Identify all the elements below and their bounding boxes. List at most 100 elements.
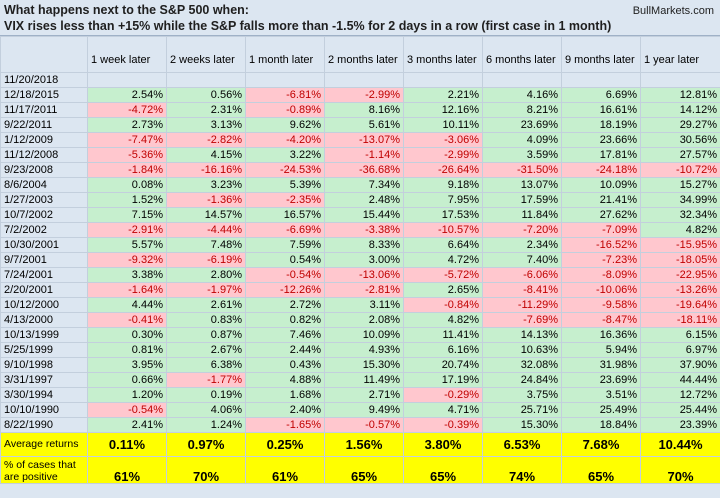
return-cell: -7.20% — [482, 222, 562, 238]
return-cell: 14.57% — [166, 207, 246, 223]
data-row: 10/13/1999 0.30% 0.87% 7.46% 10.09% 11.41% 14.… — [0, 327, 720, 343]
return-cell: -16.16% — [166, 162, 246, 178]
return-cell: -6.81% — [245, 87, 325, 103]
data-row: 8/22/1990 2.41% 1.24% -1.65% -0.57% -0.39% 15.… — [0, 417, 720, 433]
summary-value: 65% — [403, 456, 483, 484]
return-cell: 25.44% — [640, 402, 720, 418]
return-cell: 6.97% — [640, 342, 720, 358]
return-cell: -1.65% — [245, 417, 325, 433]
empty-cell — [245, 72, 325, 88]
return-cell: -26.64% — [403, 162, 483, 178]
return-cell: 2.67% — [166, 342, 246, 358]
return-cell: -22.95% — [640, 267, 720, 283]
return-cell: 27.57% — [640, 147, 720, 163]
return-cell: 25.49% — [561, 402, 641, 418]
date-cell: 7/24/2001 — [0, 267, 88, 283]
return-cell: 8.33% — [324, 237, 404, 253]
return-cell: -4.72% — [87, 102, 167, 118]
data-row: 9/7/2001 -9.32% -6.19% 0.54% 3.00% 4.72% 7.40%… — [0, 252, 720, 268]
return-cell: 2.08% — [324, 312, 404, 328]
return-cell: -7.09% — [561, 222, 641, 238]
return-cell: 11.49% — [324, 372, 404, 388]
data-row: 3/30/1994 1.20% 0.19% 1.68% 2.71% -0.29% 3.75%… — [0, 387, 720, 403]
return-cell: -1.14% — [324, 147, 404, 163]
return-cell: -12.26% — [245, 282, 325, 298]
date-cell: 11/12/2008 — [0, 147, 88, 163]
header-cell — [0, 36, 88, 73]
return-cell: -1.77% — [166, 372, 246, 388]
return-cell: 7.59% — [245, 237, 325, 253]
return-cell: 12.81% — [640, 87, 720, 103]
return-cell: 23.69% — [482, 117, 562, 133]
return-cell: -6.69% — [245, 222, 325, 238]
column-header: 1 week later — [87, 36, 167, 73]
summary-value: 61% — [87, 456, 167, 484]
return-cell: 7.95% — [403, 192, 483, 208]
return-cell: 2.48% — [324, 192, 404, 208]
return-cell: 17.53% — [403, 207, 483, 223]
date-cell: 7/2/2002 — [0, 222, 88, 238]
date-cell: 5/25/1999 — [0, 342, 88, 358]
return-cell: -8.09% — [561, 267, 641, 283]
date-cell: 8/6/2004 — [0, 177, 88, 193]
return-cell: 0.66% — [87, 372, 167, 388]
return-cell: -1.84% — [87, 162, 167, 178]
return-cell: -11.29% — [482, 297, 562, 313]
data-row: 1/12/2009 -7.47% -2.82% -4.20% -13.07% -3.06%… — [0, 132, 720, 148]
empty-cell — [166, 72, 246, 88]
return-cell: -7.69% — [482, 312, 562, 328]
return-cell: 15.30% — [482, 417, 562, 433]
return-cell: 3.75% — [482, 387, 562, 403]
summary-value: 65% — [561, 456, 641, 484]
date-cell: 9/23/2008 — [0, 162, 88, 178]
return-cell: -7.47% — [87, 132, 167, 148]
return-cell: 0.56% — [166, 87, 246, 103]
return-cell: 6.69% — [561, 87, 641, 103]
return-cell: 2.31% — [166, 102, 246, 118]
summary-value: 0.25% — [245, 432, 325, 457]
return-cell: 15.44% — [324, 207, 404, 223]
return-cell: 16.61% — [561, 102, 641, 118]
return-cell: 11.84% — [482, 207, 562, 223]
return-cell: -4.20% — [245, 132, 325, 148]
return-cell: 3.13% — [166, 117, 246, 133]
return-cell: 17.81% — [561, 147, 641, 163]
return-cell: -3.06% — [403, 132, 483, 148]
return-cell: 4.82% — [640, 222, 720, 238]
date-cell: 10/30/2001 — [0, 237, 88, 253]
data-row: 10/30/2001 5.57% 7.48% 7.59% 8.33% 6.64% 2.34%… — [0, 237, 720, 253]
return-cell: -13.07% — [324, 132, 404, 148]
return-cell: 0.43% — [245, 357, 325, 373]
return-cell: -2.82% — [166, 132, 246, 148]
return-cell: 8.16% — [324, 102, 404, 118]
return-cell: 14.12% — [640, 102, 720, 118]
data-row: 1/27/2003 1.52% -1.36% -2.35% 2.48% 7.95% 17.5… — [0, 192, 720, 208]
return-cell: 24.84% — [482, 372, 562, 388]
return-cell: -7.23% — [561, 252, 641, 268]
return-cell: 3.51% — [561, 387, 641, 403]
return-cell: 10.09% — [561, 177, 641, 193]
return-cell: 23.66% — [561, 132, 641, 148]
data-row: 7/2/2002 -2.91% -4.44% -6.69% -3.38% -10.57% -… — [0, 222, 720, 238]
return-cell: -24.53% — [245, 162, 325, 178]
return-cell: 6.38% — [166, 357, 246, 373]
data-row: 9/22/2011 2.73% 3.13% 9.62% 5.61% 10.11% 23.69… — [0, 117, 720, 133]
title-band: What happens next to the S&P 500 when: V… — [0, 0, 720, 36]
summary-value: 61% — [245, 456, 325, 484]
return-cell: 4.15% — [166, 147, 246, 163]
return-cell: -0.57% — [324, 417, 404, 433]
return-cell: -13.06% — [324, 267, 404, 283]
summary-value: 0.97% — [166, 432, 246, 457]
summary-value: 10.44% — [640, 432, 720, 457]
summary-value: 74% — [482, 456, 562, 484]
date-cell: 3/31/1997 — [0, 372, 88, 388]
return-cell: -2.91% — [87, 222, 167, 238]
return-cell: 17.59% — [482, 192, 562, 208]
data-row: 7/24/2001 3.38% 2.80% -0.54% -13.06% -5.72% -6… — [0, 267, 720, 283]
data-row: 9/10/1998 3.95% 6.38% 0.43% 15.30% 20.74% 32.0… — [0, 357, 720, 373]
return-cell: 2.21% — [403, 87, 483, 103]
return-cell: -0.89% — [245, 102, 325, 118]
return-cell: 2.65% — [403, 282, 483, 298]
empty-cell — [403, 72, 483, 88]
date-cell: 3/30/1994 — [0, 387, 88, 403]
